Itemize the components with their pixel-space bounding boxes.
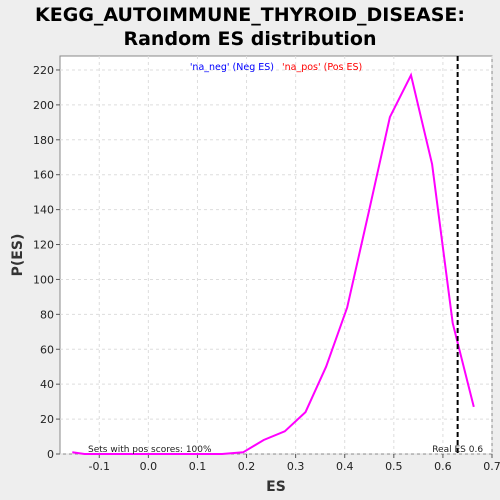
real-es-label: Real ES 0.6 xyxy=(432,445,483,455)
plot-area xyxy=(59,55,493,455)
x-tick-label: 0.4 xyxy=(336,460,354,473)
x-tick-label: 0.1 xyxy=(189,460,207,473)
x-tick-label: -0.1 xyxy=(89,460,110,473)
y-tick-label: 100 xyxy=(33,273,54,286)
y-tick-label: 20 xyxy=(40,413,54,426)
chart-title-line1: KEGG_AUTOIMMUNE_THYROID_DISEASE: xyxy=(35,4,465,26)
x-tick-label: 0.6 xyxy=(434,460,452,473)
y-tick-label: 180 xyxy=(33,134,54,147)
x-axis-ticks: -0.1 0.0 0.1 0.2 0.3 0.4 0.5 0.6 0.7 xyxy=(89,454,500,473)
es-distribution-line xyxy=(72,72,475,455)
legend-pos-es: 'na_pos' (Pos ES) xyxy=(282,62,362,73)
legend: 'na_neg' (Neg ES) 'na_pos' (Pos ES) xyxy=(190,62,362,73)
x-tick-label: 0.7 xyxy=(483,460,500,473)
y-axis-label: P(ES) xyxy=(10,234,26,277)
y-tick-label: 140 xyxy=(33,204,54,217)
y-tick-label: 220 xyxy=(33,64,54,77)
y-tick-label: 120 xyxy=(33,239,54,252)
x-tick-label: 0.5 xyxy=(385,460,403,473)
chart-title-line2: Random ES distribution xyxy=(123,28,377,50)
x-tick-label: 0.2 xyxy=(238,460,256,473)
x-tick-label: 0.0 xyxy=(140,460,158,473)
y-tick-label: 0 xyxy=(47,448,54,461)
x-axis-label: ES xyxy=(266,479,286,495)
y-tick-label: 40 xyxy=(40,378,54,391)
y-tick-label: 200 xyxy=(33,99,54,112)
y-tick-label: 80 xyxy=(40,308,54,321)
x-tick-label: 0.3 xyxy=(287,460,305,473)
pos-scores-annotation: Sets with pos scores: 100% xyxy=(88,445,212,455)
legend-neg-es: 'na_neg' (Neg ES) xyxy=(190,62,274,73)
y-axis-ticks: 0 20 40 60 80 100 120 140 160 180 200 220 xyxy=(33,64,60,461)
y-tick-label: 60 xyxy=(40,343,54,356)
y-tick-label: 160 xyxy=(33,169,54,182)
